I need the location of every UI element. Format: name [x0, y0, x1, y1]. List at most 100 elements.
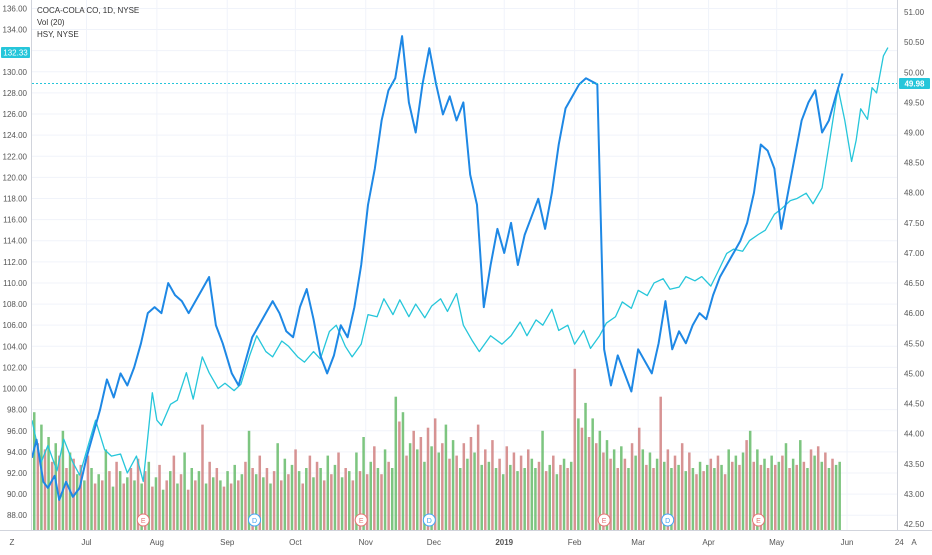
left-tick-label: 96.00	[7, 427, 28, 436]
volume-bar	[251, 468, 254, 530]
volume-bar	[688, 452, 691, 530]
volume-bar	[698, 461, 702, 530]
volume-bar	[58, 455, 61, 530]
volume-bar	[831, 458, 834, 530]
volume-bar	[126, 477, 129, 530]
volume-bar	[280, 480, 283, 530]
volume-bar	[612, 449, 616, 530]
hsy-price-line[interactable]	[31, 47, 889, 483]
volume-bar	[419, 437, 423, 530]
volume-bar	[176, 483, 179, 530]
legend-main-symbol[interactable]: COCA-COLA CO, 1D, NYSE	[37, 6, 139, 15]
volume-bar	[201, 424, 204, 530]
left-tick-label: 126.00	[3, 110, 28, 119]
marker-letter: E	[602, 518, 607, 525]
volume-bar	[795, 464, 798, 530]
volume-bar	[79, 464, 83, 530]
volume-bar	[476, 424, 480, 530]
volume-bar	[766, 468, 770, 530]
volume-bar	[308, 455, 312, 530]
volume-bar	[616, 468, 619, 530]
earnings-marker[interactable]	[136, 513, 150, 527]
volume-bar	[655, 458, 659, 530]
volume-bar	[806, 468, 809, 530]
earnings-marker[interactable]	[752, 513, 766, 527]
right-tick-label: 46.00	[904, 309, 925, 318]
volume-bar	[666, 449, 670, 530]
volume-bar	[648, 452, 652, 530]
volume-bar	[441, 443, 444, 530]
dividend-marker[interactable]	[422, 513, 436, 527]
time-axis[interactable]: Jul Aug Sep Oct Nov Dec 2019 Feb Mar Apr May Jun 24	[81, 538, 904, 547]
volume-bar	[111, 486, 115, 530]
earnings-marker[interactable]	[597, 513, 611, 527]
auto-scale-button[interactable]: A	[911, 538, 917, 547]
left-tick-label: 104.00	[3, 342, 28, 351]
volume-bar	[380, 474, 383, 530]
volume-bar	[222, 486, 226, 530]
volume-bar	[577, 418, 580, 530]
volume-bar	[272, 471, 276, 530]
volume-bar	[143, 471, 147, 530]
volume-bar	[752, 461, 756, 530]
volume-bar	[816, 446, 820, 530]
volume-bar	[33, 412, 36, 530]
volume-bar	[215, 468, 219, 530]
volume-bar	[129, 468, 133, 530]
volume-bar	[763, 458, 766, 530]
volume-bar	[458, 468, 462, 530]
auto-zoom-button[interactable]: Z	[10, 538, 15, 547]
volume-bar	[383, 449, 387, 530]
volume-bar	[566, 468, 569, 530]
volume-bar	[333, 464, 337, 530]
volume-bar	[405, 455, 408, 530]
volume-bar	[627, 468, 630, 530]
volume-bar	[713, 468, 716, 530]
legend-volume[interactable]: Vol (20)	[37, 18, 65, 27]
volume-bar	[673, 455, 677, 530]
volume-bar	[147, 461, 151, 530]
dividend-marker[interactable]	[661, 513, 675, 527]
volume-bar	[172, 455, 176, 530]
volume-bar	[691, 468, 695, 530]
volume-bar	[90, 468, 93, 530]
volume-bar	[451, 440, 455, 530]
time-tick-label: Oct	[289, 538, 302, 547]
ko-price-line[interactable]	[31, 35, 844, 501]
volume-bar	[630, 443, 634, 530]
marker-letter: D	[665, 518, 670, 525]
volume-bar	[791, 458, 795, 530]
volume-bar	[824, 452, 827, 530]
dividend-marker[interactable]	[247, 513, 261, 527]
volume-bar	[505, 446, 509, 530]
earnings-marker[interactable]	[354, 513, 368, 527]
volume-bar	[197, 471, 201, 530]
volume-bar	[530, 458, 534, 530]
volume-bar	[194, 480, 197, 530]
volume-bar	[473, 452, 476, 530]
volume-bar	[390, 468, 394, 530]
volume-bar	[680, 443, 684, 530]
volume-bar	[294, 449, 297, 530]
right-tick-label: 43.00	[904, 490, 925, 499]
volume-bar	[723, 474, 727, 530]
time-tick-label: Sep	[220, 538, 235, 547]
left-price-axis[interactable]: 136.00134.00132.00130.00128.00126.00124.…	[3, 4, 28, 520]
volume-bar	[211, 477, 215, 530]
legend-compare-symbol[interactable]: HSY, NYSE	[37, 30, 79, 39]
volume-bar	[620, 446, 623, 530]
volume-bar	[670, 468, 673, 530]
volume-bar	[47, 437, 50, 530]
right-current-value-box	[899, 78, 930, 89]
volume-bar	[466, 458, 469, 530]
volume-bar	[315, 461, 319, 530]
volume-bar	[580, 427, 584, 530]
right-price-axis[interactable]: 51.00 50.50 50.00 49.50 49.00 48.50 48.00 47.50…	[904, 8, 925, 529]
volume-bar	[623, 458, 627, 530]
legend: COCA-COLA CO, 1D, NYSE Vol (20) HSY, NYS…	[37, 6, 139, 39]
volume-bar	[838, 461, 841, 530]
marker-letter: D	[252, 518, 257, 525]
